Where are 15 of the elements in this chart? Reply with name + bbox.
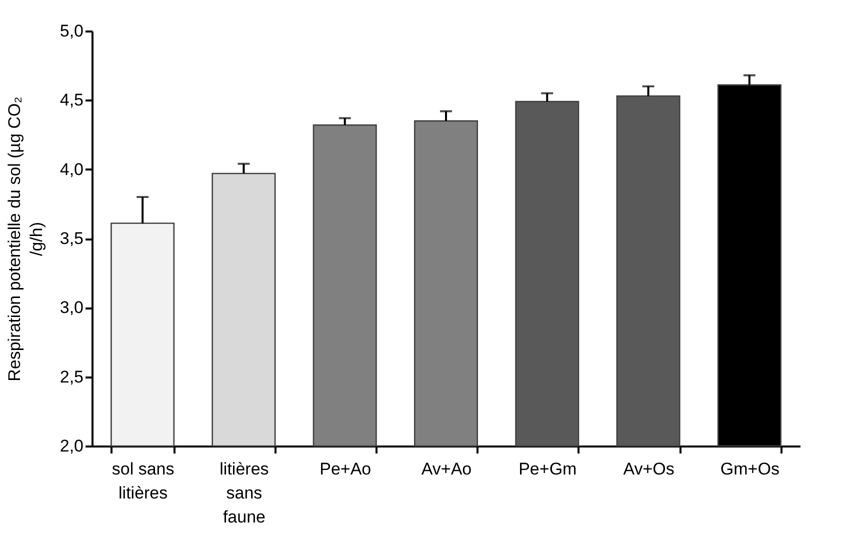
y-axis-title: Respiration potentielle du sol (µg CO₂ /g/h) — [4, 96, 46, 382]
x-tick-label: Av+Ao — [421, 460, 472, 478]
y-tick-label: 2,5 — [60, 367, 84, 386]
y-tick-label: 3,0 — [60, 298, 84, 318]
x-tick-label: Pe+Ao — [320, 460, 372, 478]
x-tick-label: litières sans faune — [220, 460, 269, 526]
y-tick-label: 3,5 — [60, 229, 84, 248]
y-tick-label: 4,0 — [60, 160, 84, 179]
y-tick-label: 4,5 — [60, 90, 84, 110]
x-tick-label: Av+Os — [623, 460, 674, 478]
y-tick-label: 2,0 — [60, 436, 84, 456]
x-tick-label: Gm+Os — [720, 460, 780, 478]
y-tick-label: 5,0 — [60, 22, 84, 40]
x-tick-label: sol sans litières — [112, 460, 174, 502]
x-tick-label: Pe+Gm — [518, 460, 577, 478]
